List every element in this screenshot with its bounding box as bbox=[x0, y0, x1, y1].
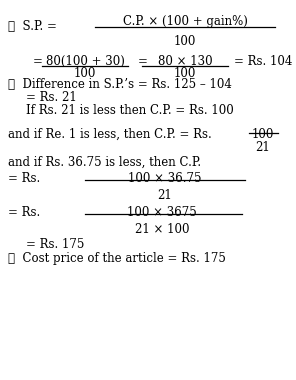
Text: = Rs.: = Rs. bbox=[8, 172, 40, 185]
Text: =: = bbox=[33, 55, 43, 68]
Text: If Rs. 21 is less then C.P. = Rs. 100: If Rs. 21 is less then C.P. = Rs. 100 bbox=[26, 104, 234, 117]
Text: and if Re. 1 is less, then C.P. = Rs.: and if Re. 1 is less, then C.P. = Rs. bbox=[8, 128, 212, 141]
Text: 100: 100 bbox=[252, 128, 274, 141]
Text: = Rs. 21: = Rs. 21 bbox=[26, 91, 77, 104]
Text: 100 × 3675: 100 × 3675 bbox=[127, 206, 197, 219]
Text: C.P. × (100 + gain%): C.P. × (100 + gain%) bbox=[123, 15, 247, 28]
Text: 21: 21 bbox=[256, 141, 270, 154]
Text: 100: 100 bbox=[174, 67, 196, 80]
Text: and if Rs. 36.75 is less, then C.P.: and if Rs. 36.75 is less, then C.P. bbox=[8, 156, 201, 169]
Text: ∴  S.P. =: ∴ S.P. = bbox=[8, 20, 61, 33]
Text: = Rs. 104: = Rs. 104 bbox=[234, 55, 292, 68]
Text: ∴  Cost price of the article = Rs. 175: ∴ Cost price of the article = Rs. 175 bbox=[8, 252, 226, 265]
Text: 100: 100 bbox=[174, 35, 196, 48]
Text: = Rs. 175: = Rs. 175 bbox=[26, 238, 84, 251]
Text: 80 × 130: 80 × 130 bbox=[158, 55, 212, 68]
Text: 21 × 100: 21 × 100 bbox=[135, 223, 189, 236]
Text: =: = bbox=[138, 55, 148, 68]
Text: 100: 100 bbox=[74, 67, 96, 80]
Text: 21: 21 bbox=[158, 189, 172, 202]
Text: ∴  Difference in S.P.’s = Rs. 125 – 104: ∴ Difference in S.P.’s = Rs. 125 – 104 bbox=[8, 78, 232, 91]
Text: 100 × 36.75: 100 × 36.75 bbox=[128, 172, 202, 185]
Text: 80(100 + 30): 80(100 + 30) bbox=[46, 55, 124, 68]
Text: = Rs.: = Rs. bbox=[8, 206, 40, 219]
